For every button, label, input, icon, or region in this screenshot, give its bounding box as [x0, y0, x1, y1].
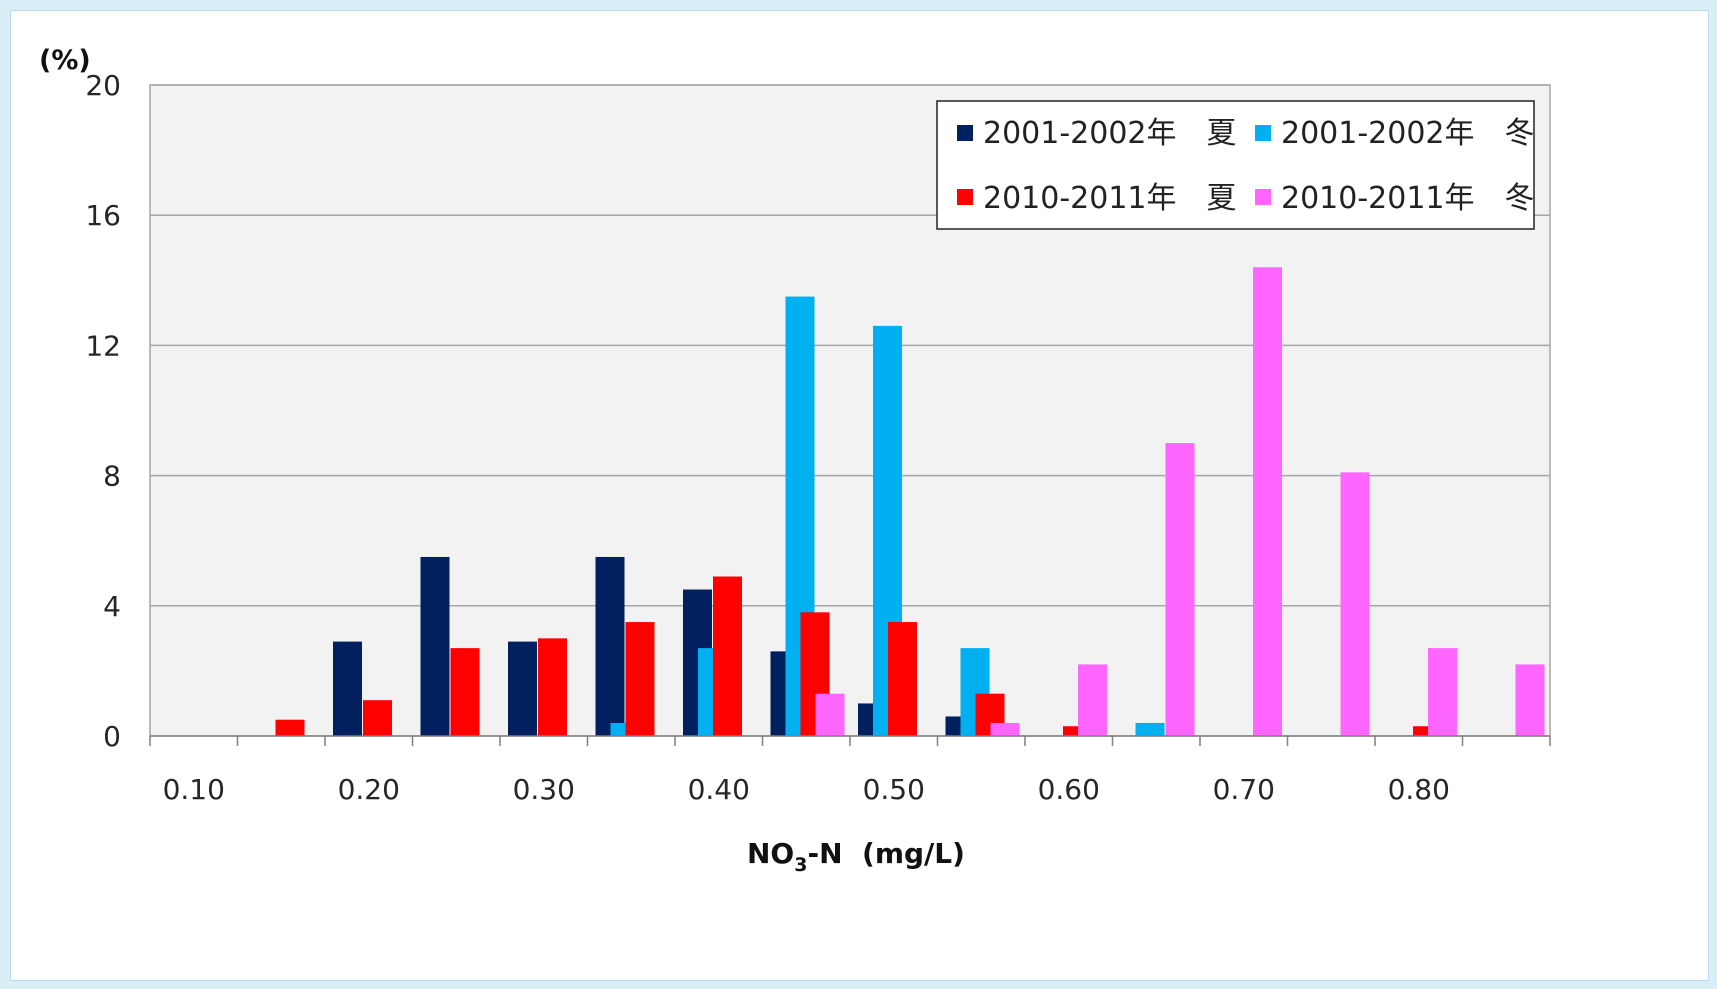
- bar-series-3: [625, 622, 655, 736]
- y-tick-label: 8: [103, 460, 121, 493]
- bars: [275, 267, 1545, 736]
- bar-chart: 0.10 0.20 0.30 0.40 0.50 0.60 0.70 0.80 0 4 8 12 16…: [39, 45, 1551, 876]
- y-unit-label: (%): [39, 45, 91, 76]
- x-tick-label: 0.40: [688, 773, 750, 806]
- y-axis: 0 4 8 12 16 20: [85, 69, 121, 753]
- bar-series-4: [1165, 443, 1195, 736]
- legend-swatch-series-4: [1255, 189, 1271, 205]
- legend-label-series-3: 2010-2011年 夏: [983, 181, 1237, 216]
- bar-series-3: [450, 648, 480, 736]
- y-tick-label: 12: [85, 329, 121, 362]
- bar-series-1: [420, 556, 450, 736]
- legend-label-series-4: 2010-2011年 冬: [1281, 181, 1535, 216]
- legend-swatch-series-3: [957, 189, 973, 205]
- bar-series-4: [990, 722, 1020, 736]
- x-axis-title: NO3-N (mg/L): [747, 837, 965, 876]
- y-tick-label: 4: [103, 590, 121, 623]
- x-axis-title-suffix: -N (mg/L): [807, 837, 964, 870]
- bar-series-4: [815, 693, 845, 736]
- y-tick-label: 0: [103, 720, 121, 753]
- bar-series-4: [1253, 267, 1282, 736]
- bar-series-3: [275, 719, 305, 736]
- x-tick-label: 0.30: [513, 773, 575, 806]
- bar-series-4: [1515, 664, 1545, 736]
- x-axis-title-prefix: NO: [747, 837, 794, 870]
- y-tick-label: 16: [85, 199, 121, 232]
- bar-series-3: [713, 576, 742, 736]
- chart-frame: 0.10 0.20 0.30 0.40 0.50 0.60 0.70 0.80 0 4 8 12 16…: [10, 10, 1709, 981]
- bar-series-4: [1078, 664, 1107, 736]
- legend-label-series-1: 2001-2002年 夏: [983, 116, 1237, 151]
- legend-swatch-series-2: [1255, 125, 1271, 141]
- bar-series-3: [363, 700, 392, 736]
- bar-series-3: [538, 638, 567, 736]
- bar-series-2: [1135, 722, 1165, 736]
- y-tick-label: 20: [85, 69, 121, 102]
- x-axis: 0.10 0.20 0.30 0.40 0.50 0.60 0.70 0.80: [149, 735, 1551, 806]
- bar-series-1: [333, 641, 362, 736]
- bar-series-4: [1428, 648, 1457, 736]
- bar-series-3: [1413, 726, 1442, 736]
- bar-series-1: [508, 641, 537, 736]
- bar-series-1: [595, 556, 625, 736]
- x-tick-label: 0.20: [338, 773, 400, 806]
- bar-series-3: [888, 622, 917, 736]
- x-tick-label: 0.50: [863, 773, 925, 806]
- x-tick-label: 0.60: [1038, 773, 1100, 806]
- bar-series-4: [1340, 472, 1370, 736]
- x-tick-label: 0.10: [163, 773, 225, 806]
- x-tick-label: 0.70: [1213, 773, 1275, 806]
- legend-label-series-2: 2001-2002年 冬: [1281, 116, 1535, 151]
- legend-swatch-series-1: [957, 125, 973, 141]
- gridlines: [150, 84, 1550, 607]
- x-tick-label: 0.80: [1388, 773, 1450, 806]
- x-axis-title-subscript: 3: [794, 854, 807, 876]
- bar-series-3: [1063, 726, 1092, 736]
- legend-box: [936, 100, 1535, 230]
- legend: 2001-2002年 夏 2001-2002年 冬 2010-2011年 夏 2…: [936, 100, 1535, 230]
